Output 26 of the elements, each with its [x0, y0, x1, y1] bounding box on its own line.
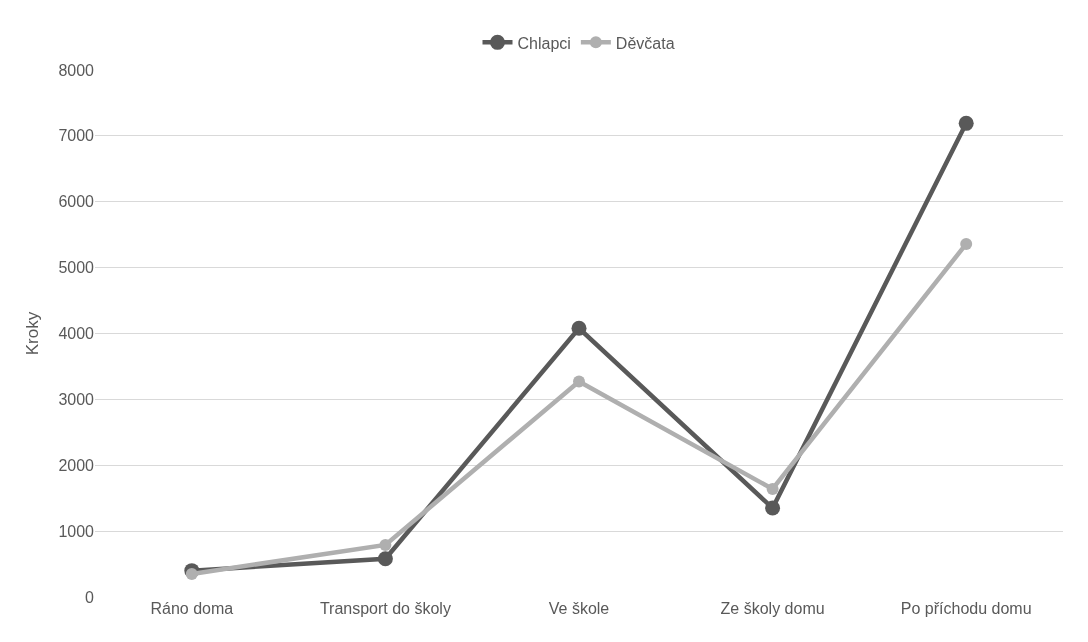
y-tick-label: 3000	[58, 390, 95, 408]
point	[185, 567, 198, 580]
y-tick-label: 4000	[58, 325, 95, 343]
point	[765, 500, 781, 516]
point	[377, 551, 393, 567]
legend-label: Děvčata	[615, 34, 675, 52]
x-tick-label: Ráno doma	[150, 600, 234, 617]
x-tick-label: Transport do školy	[319, 600, 451, 617]
y-tick-label: 8000	[58, 61, 95, 79]
x-tick-label: Po příchodu domu	[900, 600, 1032, 617]
point	[958, 115, 974, 131]
point	[379, 538, 392, 551]
y-tick-label: 1000	[58, 522, 95, 540]
point	[571, 320, 587, 336]
y-tick-label: 6000	[58, 193, 95, 211]
x-tick-label: Ze školy domu	[720, 600, 825, 617]
point	[573, 375, 585, 388]
y-axis-title: Kroky	[22, 311, 42, 356]
point	[960, 237, 973, 250]
x-tick-label: Ve škole	[548, 600, 610, 617]
y-tick-label: 2000	[58, 456, 95, 474]
y-tick-label: 5000	[58, 259, 95, 277]
y-tick-label: 7000	[58, 127, 95, 145]
legend-label: Chlapci	[517, 34, 571, 52]
point	[766, 482, 779, 495]
y-tick-label: 0	[85, 588, 95, 606]
